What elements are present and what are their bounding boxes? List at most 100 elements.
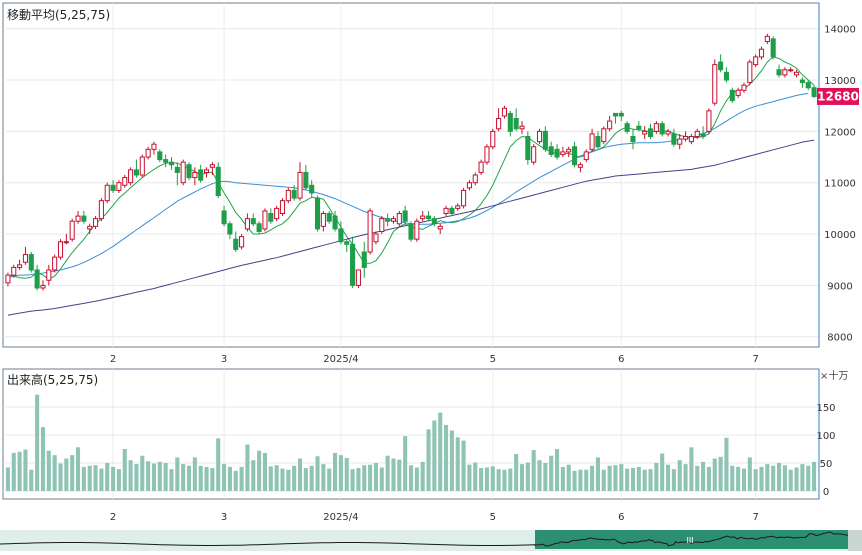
- candle-body: [501, 107, 508, 117]
- volume-bar: [771, 465, 776, 491]
- price-y-tick-label: 13000: [824, 76, 856, 87]
- candle-body: [332, 215, 338, 230]
- volume-bar: [87, 465, 92, 491]
- volume-bar: [81, 466, 86, 491]
- volume-bar: [449, 430, 454, 491]
- candle: [484, 144, 490, 165]
- navigator-line: [0, 531, 849, 547]
- candle: [221, 205, 227, 227]
- candle: [168, 157, 175, 170]
- candle: [116, 180, 122, 193]
- volume-bar: [75, 447, 81, 491]
- candle: [554, 144, 560, 160]
- volume-bar: [70, 455, 75, 491]
- candle: [525, 131, 531, 165]
- candle: [40, 280, 46, 291]
- candle-body: [63, 241, 69, 244]
- candle-body: [57, 241, 64, 258]
- price-x-axis: 2 3 2025/4 5 6 7: [110, 354, 759, 365]
- volume-bar: [800, 464, 805, 491]
- candle-body: [741, 84, 747, 91]
- candle-body: [314, 197, 321, 230]
- candle: [572, 141, 578, 168]
- candle: [355, 269, 361, 288]
- volume-bar: [794, 467, 799, 491]
- candle-body: [367, 210, 373, 253]
- volume-bar: [765, 464, 770, 491]
- candle: [227, 221, 233, 240]
- volume-x-tick-label: 5: [490, 512, 496, 523]
- candle-body: [805, 82, 811, 89]
- candle-body: [93, 218, 99, 227]
- volume-bar: [502, 469, 507, 491]
- candle: [174, 162, 180, 186]
- candle-body: [40, 284, 46, 289]
- candle: [244, 213, 250, 232]
- volume-bar: [40, 427, 46, 491]
- volume-bar: [461, 440, 466, 491]
- navigator-handle[interactable]: III: [686, 536, 693, 545]
- candle: [402, 205, 408, 224]
- candle-body: [285, 189, 291, 202]
- candle: [209, 162, 215, 175]
- candle: [683, 131, 689, 142]
- volume-bar: [432, 420, 437, 491]
- volume-bar: [753, 469, 758, 491]
- candle: [344, 239, 350, 253]
- candle-body: [379, 218, 385, 232]
- candle-body: [577, 164, 583, 168]
- candle-body: [303, 171, 309, 189]
- candle: [718, 54, 724, 73]
- volume-bar: [741, 468, 747, 491]
- volume-bar: [706, 466, 711, 491]
- candle: [326, 210, 332, 224]
- volume-bar: [519, 464, 525, 491]
- candle: [501, 105, 508, 119]
- candle: [420, 210, 426, 222]
- candle-body: [659, 123, 665, 135]
- candle: [93, 216, 99, 229]
- volume-bar: [438, 412, 443, 491]
- candle: [566, 146, 572, 158]
- navigator-right-edge[interactable]: [848, 530, 862, 551]
- volume-bar: [473, 462, 478, 491]
- volume-bar: [286, 469, 291, 491]
- volume-bar: [572, 470, 577, 491]
- candle: [536, 128, 543, 145]
- candle-body: [390, 218, 397, 222]
- candle: [157, 149, 163, 163]
- navigator-selection[interactable]: [535, 530, 848, 549]
- volume-bar: [671, 469, 676, 491]
- volume-bar: [233, 470, 238, 491]
- candle-body: [519, 125, 525, 130]
- volume-bar: [64, 458, 69, 491]
- candle: [478, 159, 484, 175]
- volume-bar: [689, 447, 694, 491]
- candle: [303, 164, 309, 191]
- candle: [548, 141, 554, 158]
- candle: [665, 128, 671, 137]
- candle: [110, 180, 116, 193]
- candle-body: [589, 133, 595, 150]
- volume-bar: [747, 457, 752, 491]
- volume-bar: [537, 460, 542, 491]
- candle: [636, 121, 642, 132]
- price-panel-frame: [2, 2, 820, 348]
- candle: [624, 121, 630, 134]
- candle-body: [735, 89, 741, 96]
- candle: [764, 33, 770, 45]
- volume-bar: [186, 465, 192, 491]
- last-price-tag-bg: [817, 87, 859, 105]
- candle-body: [431, 218, 437, 225]
- candle-body: [122, 177, 128, 186]
- last-price-tag: 12680: [817, 87, 859, 105]
- volume-bar: [227, 466, 232, 491]
- volume-bar: [566, 464, 571, 491]
- candle: [338, 221, 344, 245]
- candle: [104, 182, 110, 204]
- candle-body: [688, 135, 694, 143]
- candle-body: [794, 71, 800, 76]
- price-y-tick-label: 11000: [824, 179, 856, 190]
- candle-body: [799, 79, 805, 84]
- range-navigator[interactable]: III: [0, 530, 862, 551]
